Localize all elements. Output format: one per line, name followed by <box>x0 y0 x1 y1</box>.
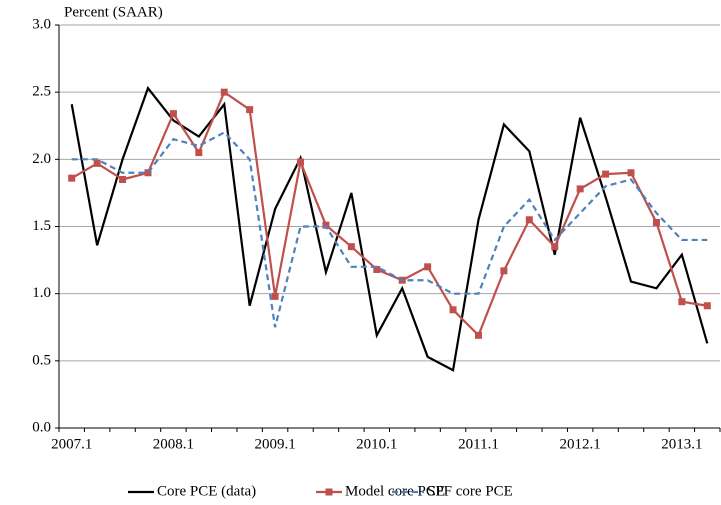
series-marker <box>703 302 711 310</box>
x-tick-label: 2007.1 <box>51 436 92 452</box>
series-marker <box>551 243 559 251</box>
series-marker <box>347 243 355 251</box>
x-tick-label: 2010.1 <box>356 436 397 452</box>
series-marker <box>627 169 635 177</box>
series-marker <box>68 174 76 182</box>
series-line <box>71 90 708 338</box>
x-tick-label: 2012.1 <box>560 436 601 452</box>
series-marker <box>322 221 330 229</box>
y-tick-label: 0.0 <box>32 419 51 435</box>
series-marker <box>576 185 584 193</box>
x-tick-label: 2011.1 <box>458 436 499 452</box>
legend-label: Core PCE (data) <box>157 483 256 499</box>
series-marker <box>424 263 432 271</box>
series-marker <box>474 331 482 339</box>
series-marker <box>220 88 228 96</box>
y-tick-label: 2.0 <box>32 151 51 167</box>
series-marker <box>602 170 610 178</box>
y-tick-label: 1.0 <box>32 285 51 301</box>
series-marker <box>246 106 254 114</box>
x-tick-label: 2008.1 <box>153 436 194 452</box>
y-tick-label: 0.5 <box>32 352 51 368</box>
y-axis-label: Percent (SAAR) <box>64 4 163 20</box>
series-marker <box>119 175 127 183</box>
y-tick-label: 2.5 <box>32 84 51 100</box>
series-marker <box>525 216 533 224</box>
series-marker <box>449 306 457 314</box>
series-marker <box>271 292 279 300</box>
y-tick-label: 1.5 <box>32 218 51 234</box>
series-marker <box>373 265 381 273</box>
series-marker <box>652 218 660 226</box>
x-tick-label: 2009.1 <box>254 436 295 452</box>
series-marker <box>297 158 305 166</box>
legend-marker <box>325 488 333 496</box>
series-marker <box>144 169 152 177</box>
series-marker <box>93 159 101 167</box>
series-marker <box>169 110 177 118</box>
series-marker <box>195 149 203 157</box>
x-tick-label: 2013.1 <box>661 436 702 452</box>
series-line <box>70 85 709 372</box>
series-marker <box>500 267 508 275</box>
series-marker <box>678 298 686 306</box>
legend-label: SPF core PCE <box>427 483 513 499</box>
y-tick-label: 3.0 <box>32 16 51 32</box>
series-line <box>71 131 708 328</box>
